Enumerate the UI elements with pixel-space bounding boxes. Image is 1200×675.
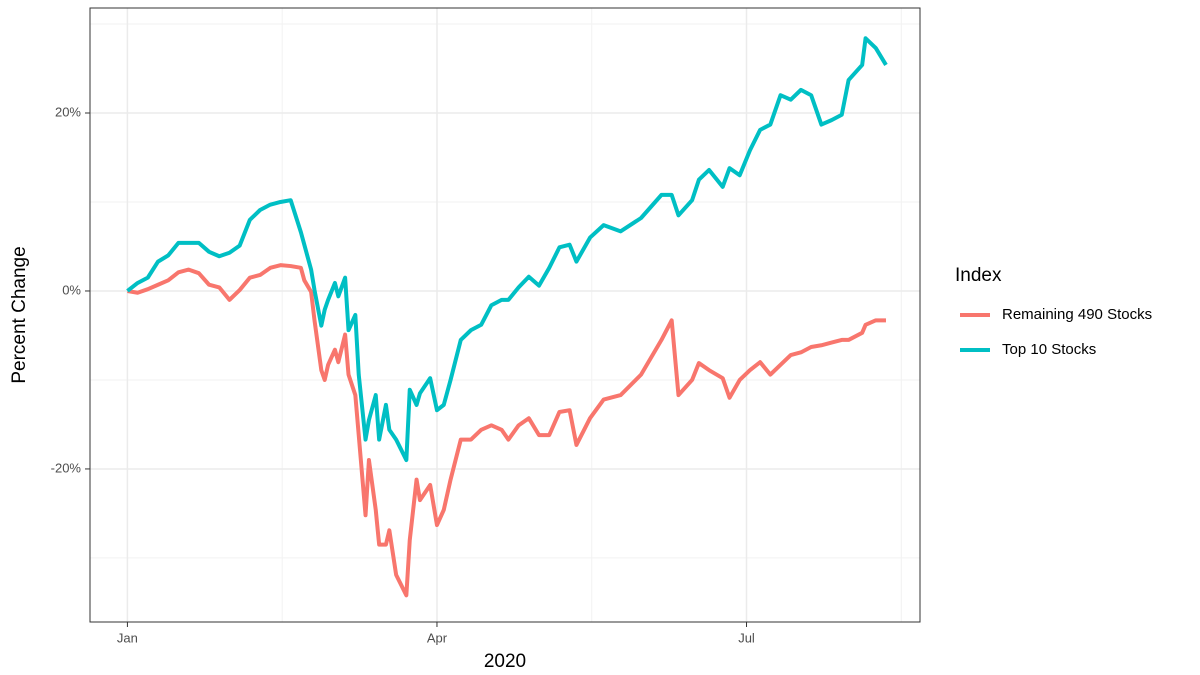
legend-label: Top 10 Stocks: [1002, 341, 1096, 358]
panel-border: [89, 7, 921, 623]
legend: Index Remaining 490 Stocks Top 10 Stocks: [955, 265, 1152, 358]
y-tick-label: 0%: [62, 282, 81, 297]
axes: Jan Apr Jul -20% 0% 20%: [51, 104, 755, 645]
x-tick-label: Jan: [117, 630, 138, 645]
legend-label: Remaining 490 Stocks: [1002, 306, 1152, 323]
y-tick-label: -20%: [51, 460, 82, 475]
x-axis-title: 2020: [484, 651, 526, 672]
grid: [90, 8, 920, 622]
y-tick-label: 20%: [55, 104, 81, 119]
series-line: [127, 263, 886, 598]
legend-title: Index: [955, 265, 1002, 286]
x-tick-label: Jul: [738, 630, 755, 645]
x-tick-label: Apr: [427, 630, 448, 645]
series-line: [126, 36, 888, 463]
y-axis-title: Percent Change: [9, 246, 30, 383]
plot-lines: [126, 36, 888, 598]
